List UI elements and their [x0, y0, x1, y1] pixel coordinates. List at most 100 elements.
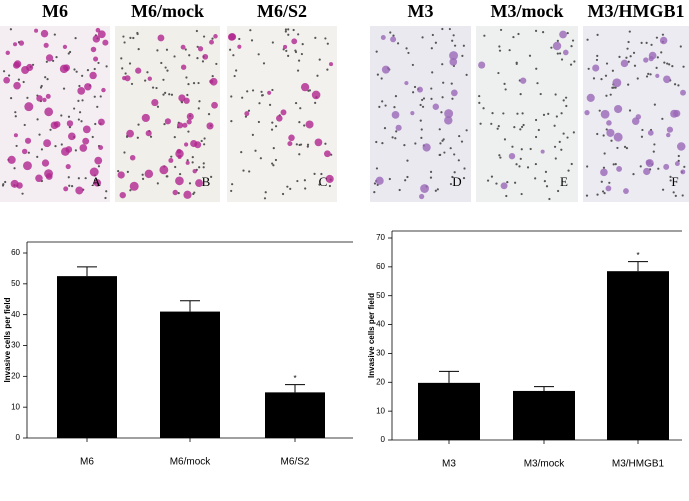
cell	[145, 130, 152, 137]
cell	[90, 46, 97, 53]
pore	[422, 97, 426, 100]
cell	[190, 139, 198, 148]
cell	[35, 174, 43, 183]
pore	[600, 180, 603, 183]
pore	[499, 28, 503, 32]
cell	[40, 29, 49, 38]
pore	[185, 76, 188, 79]
pore	[565, 104, 568, 108]
pore	[155, 86, 158, 90]
pore	[73, 107, 76, 110]
cell	[82, 137, 90, 145]
pore	[287, 54, 290, 58]
pore	[430, 97, 433, 101]
pore	[647, 72, 650, 75]
cell	[117, 171, 125, 179]
cell	[50, 121, 59, 130]
pore	[497, 71, 500, 75]
pore	[600, 78, 603, 81]
pore	[429, 176, 433, 179]
cell	[613, 132, 623, 142]
pore	[458, 134, 461, 138]
cell	[375, 176, 384, 185]
pore	[306, 143, 310, 146]
error-bar	[628, 261, 648, 272]
pore	[318, 58, 321, 61]
micrograph	[115, 26, 220, 202]
pore	[550, 46, 553, 49]
pore	[586, 38, 589, 41]
cell	[175, 176, 184, 186]
cell	[89, 71, 97, 80]
cell	[186, 119, 192, 125]
pore	[9, 28, 13, 31]
pore	[84, 177, 87, 180]
cell	[95, 27, 101, 33]
pore	[674, 194, 677, 198]
pore	[320, 172, 323, 176]
pore	[104, 196, 107, 200]
cell	[197, 46, 204, 52]
y-tick-label: 60	[11, 248, 20, 257]
y-tick-label: 30	[11, 341, 20, 350]
pore	[603, 152, 606, 155]
pore	[324, 142, 327, 145]
error-bar	[77, 266, 97, 277]
pore	[287, 33, 290, 36]
pore	[462, 176, 466, 180]
cell	[18, 40, 25, 46]
cell	[676, 142, 686, 151]
pore	[137, 123, 140, 126]
pore	[669, 179, 672, 182]
cell	[325, 174, 334, 183]
cell	[36, 95, 43, 102]
pore	[421, 98, 424, 102]
cell	[45, 173, 53, 180]
cell	[147, 76, 152, 81]
pore	[537, 128, 540, 132]
pore	[13, 167, 16, 170]
pore	[639, 165, 642, 168]
cell	[605, 185, 612, 192]
pore	[562, 99, 565, 102]
pore	[375, 50, 378, 53]
pore	[596, 33, 599, 36]
pore	[519, 157, 522, 160]
pore	[296, 179, 299, 183]
cell	[24, 102, 34, 112]
pore	[528, 54, 532, 57]
pore	[202, 35, 206, 38]
pore	[251, 89, 255, 92]
pore	[156, 182, 159, 185]
pore	[67, 115, 71, 118]
cell	[182, 122, 188, 128]
cell	[157, 34, 165, 42]
cell	[164, 118, 171, 125]
pore	[413, 85, 417, 89]
pore	[448, 27, 451, 31]
pore	[375, 167, 379, 170]
pore	[618, 55, 621, 58]
pore	[328, 184, 332, 188]
cell	[101, 87, 106, 93]
pore	[610, 139, 613, 142]
pore	[49, 128, 52, 131]
error-bar	[180, 300, 200, 312]
pore	[414, 142, 417, 145]
pore	[149, 135, 153, 138]
pore	[9, 97, 13, 100]
cell	[5, 50, 10, 56]
pore	[129, 36, 132, 39]
cell	[305, 120, 314, 129]
pore	[162, 78, 165, 81]
pore	[229, 48, 232, 51]
pore	[186, 93, 189, 97]
cell	[420, 184, 430, 193]
cell	[647, 130, 654, 136]
pore	[655, 66, 658, 69]
pore	[478, 94, 481, 98]
cell	[395, 124, 402, 131]
pore	[608, 181, 611, 184]
cell	[192, 168, 197, 174]
pore	[306, 145, 309, 148]
